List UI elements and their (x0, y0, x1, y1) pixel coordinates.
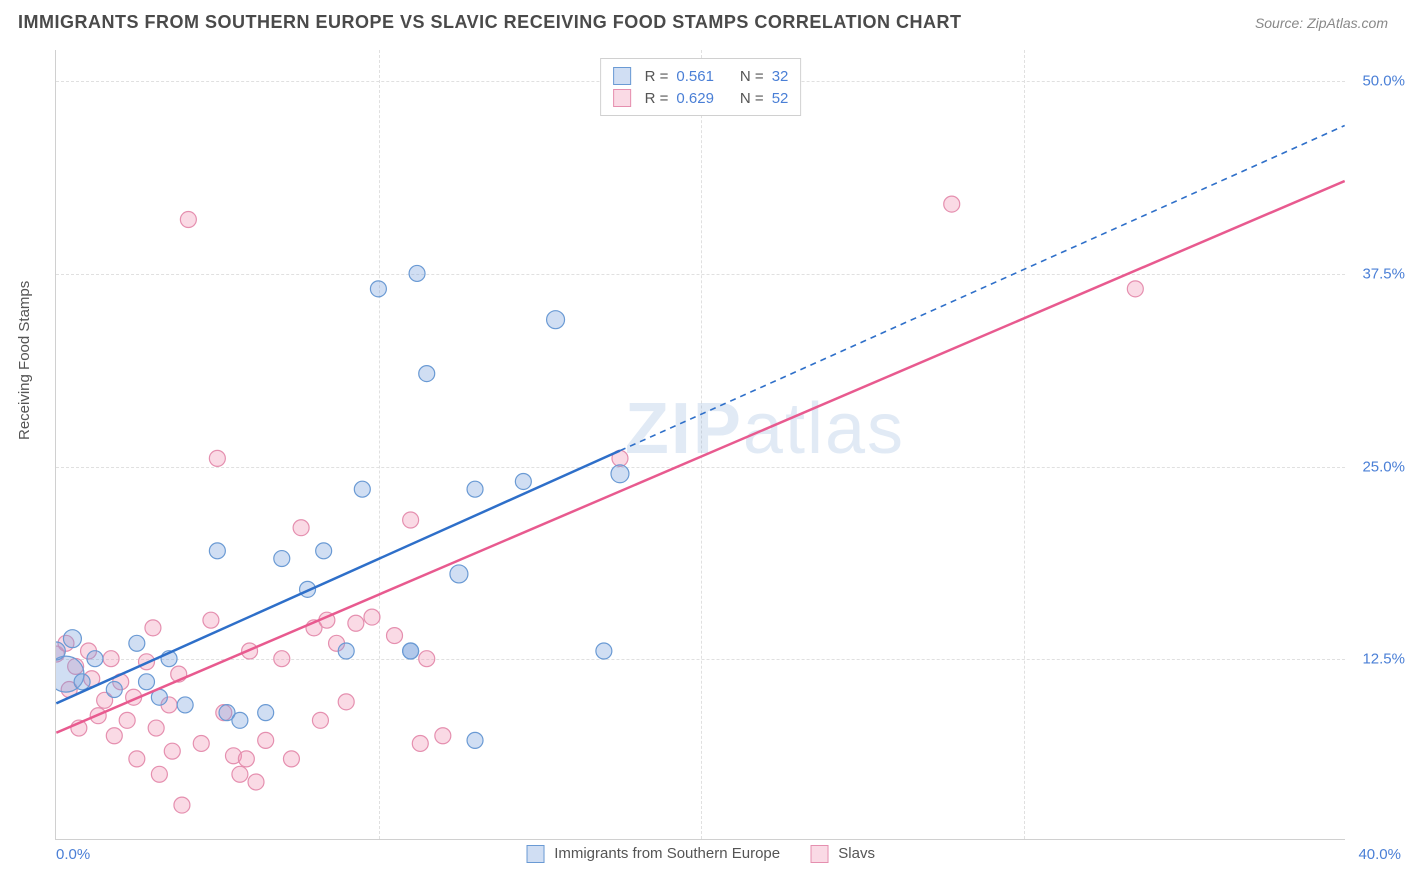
scatter-point-pink (338, 694, 354, 710)
scatter-plot-svg (56, 50, 1345, 839)
chart-source: Source: ZipAtlas.com (1255, 15, 1388, 31)
scatter-point-blue (106, 682, 122, 698)
legend-swatch-pink (810, 845, 828, 863)
scatter-point-pink (119, 712, 135, 728)
scatter-point-pink (258, 732, 274, 748)
scatter-point-pink (293, 520, 309, 536)
scatter-point-blue (515, 473, 531, 489)
scatter-point-blue (409, 265, 425, 281)
scatter-point-pink (164, 743, 180, 759)
y-axis-label: Receiving Food Stamps (16, 281, 33, 440)
scatter-point-blue (370, 281, 386, 297)
chart-plot-area: ZIPatlas 12.5%25.0%37.5%50.0% R = 0.561 … (55, 50, 1345, 840)
scatter-point-blue (611, 465, 629, 483)
series-legend: Immigrants from Southern Europe Slavs (526, 845, 875, 863)
scatter-point-blue (596, 643, 612, 659)
scatter-point-blue (338, 643, 354, 659)
legend-row-pink: R = 0.629 N = 52 (613, 87, 789, 109)
scatter-point-blue (467, 481, 483, 497)
scatter-point-blue (258, 705, 274, 721)
r-label: R = (645, 68, 669, 85)
scatter-point-pink (209, 450, 225, 466)
n-label: N = (740, 68, 764, 85)
scatter-point-pink (103, 651, 119, 667)
scatter-point-pink (129, 751, 145, 767)
r-value-blue: 0.561 (676, 68, 714, 85)
scatter-point-pink (944, 196, 960, 212)
legend-swatch-blue (613, 67, 631, 85)
legend-item-pink: Slavs (810, 845, 875, 863)
scatter-point-pink (248, 774, 264, 790)
scatter-point-pink (1127, 281, 1143, 297)
scatter-point-blue (139, 674, 155, 690)
y-tick-label: 12.5% (1362, 651, 1405, 668)
scatter-point-blue (209, 543, 225, 559)
scatter-point-pink (283, 751, 299, 767)
n-value-blue: 32 (772, 68, 789, 85)
scatter-point-pink (364, 609, 380, 625)
legend-swatch-pink (613, 89, 631, 107)
legend-label-blue: Immigrants from Southern Europe (554, 845, 780, 862)
scatter-point-blue (74, 674, 90, 690)
regression-line-blue-ext (620, 126, 1345, 451)
scatter-point-pink (419, 651, 435, 667)
chart-header: IMMIGRANTS FROM SOUTHERN EUROPE VS SLAVI… (18, 12, 1388, 33)
x-max-label: 40.0% (1358, 846, 1401, 863)
scatter-point-pink (148, 720, 164, 736)
legend-item-blue: Immigrants from Southern Europe (526, 845, 780, 863)
scatter-point-pink (403, 512, 419, 528)
regression-line-blue (56, 451, 620, 704)
n-label: N = (740, 90, 764, 107)
legend-label-pink: Slavs (838, 845, 875, 862)
scatter-point-pink (151, 766, 167, 782)
regression-line-pink (56, 181, 1344, 733)
scatter-point-pink (203, 612, 219, 628)
n-value-pink: 52 (772, 90, 789, 107)
scatter-point-blue (403, 643, 419, 659)
scatter-point-pink (106, 728, 122, 744)
x-min-label: 0.0% (56, 846, 90, 863)
scatter-point-pink (174, 797, 190, 813)
scatter-point-pink (238, 751, 254, 767)
scatter-point-pink (348, 615, 364, 631)
scatter-point-blue (129, 635, 145, 651)
scatter-point-pink (193, 735, 209, 751)
r-value-pink: 0.629 (676, 90, 714, 107)
chart-title: IMMIGRANTS FROM SOUTHERN EUROPE VS SLAVI… (18, 12, 962, 33)
scatter-point-pink (180, 212, 196, 228)
scatter-point-pink (145, 620, 161, 636)
scatter-point-pink (435, 728, 451, 744)
y-tick-label: 25.0% (1362, 458, 1405, 475)
correlation-legend: R = 0.561 N = 32 R = 0.629 N = 52 (600, 58, 802, 116)
scatter-point-blue (354, 481, 370, 497)
legend-row-blue: R = 0.561 N = 32 (613, 65, 789, 87)
scatter-point-pink (232, 766, 248, 782)
legend-swatch-blue (526, 845, 544, 863)
r-label: R = (645, 90, 669, 107)
scatter-point-blue (450, 565, 468, 583)
y-tick-label: 50.0% (1362, 72, 1405, 89)
scatter-point-pink (387, 628, 403, 644)
scatter-point-blue (177, 697, 193, 713)
scatter-point-pink (312, 712, 328, 728)
scatter-point-blue (274, 551, 290, 567)
y-tick-label: 37.5% (1362, 265, 1405, 282)
scatter-point-blue (87, 651, 103, 667)
scatter-point-blue (547, 311, 565, 329)
scatter-point-pink (412, 735, 428, 751)
scatter-point-blue (316, 543, 332, 559)
scatter-point-blue (467, 732, 483, 748)
scatter-point-blue (232, 712, 248, 728)
scatter-point-pink (274, 651, 290, 667)
scatter-point-blue (419, 366, 435, 382)
scatter-point-blue (63, 630, 81, 648)
